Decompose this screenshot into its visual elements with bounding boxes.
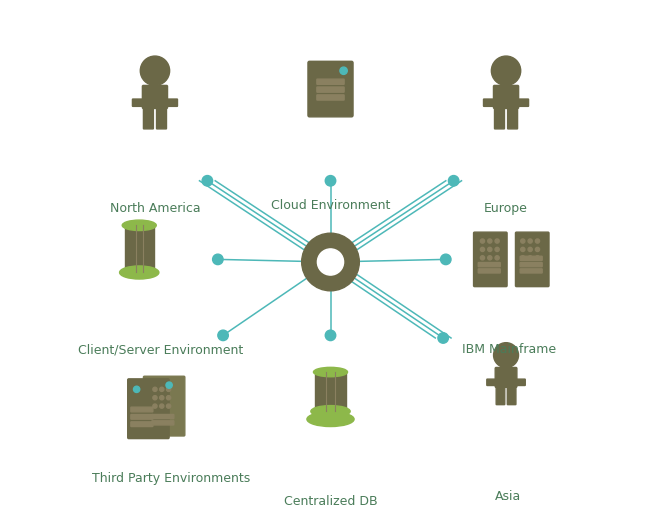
Circle shape xyxy=(535,247,539,252)
Circle shape xyxy=(134,386,139,392)
FancyBboxPatch shape xyxy=(483,99,495,106)
FancyBboxPatch shape xyxy=(495,367,517,387)
Circle shape xyxy=(140,56,170,85)
FancyBboxPatch shape xyxy=(517,99,529,106)
Circle shape xyxy=(528,239,532,243)
Text: IBM Mainframe: IBM Mainframe xyxy=(461,343,556,356)
Text: Client/Server Environment: Client/Server Environment xyxy=(77,343,243,356)
FancyBboxPatch shape xyxy=(132,99,144,106)
FancyBboxPatch shape xyxy=(125,225,154,272)
Circle shape xyxy=(301,233,360,291)
Circle shape xyxy=(448,176,459,186)
Circle shape xyxy=(495,247,499,252)
FancyBboxPatch shape xyxy=(308,61,353,117)
Circle shape xyxy=(491,56,521,85)
FancyBboxPatch shape xyxy=(520,263,542,267)
FancyBboxPatch shape xyxy=(142,85,167,108)
FancyBboxPatch shape xyxy=(479,269,500,273)
Circle shape xyxy=(340,67,347,74)
FancyBboxPatch shape xyxy=(317,95,344,100)
Ellipse shape xyxy=(311,406,350,417)
Circle shape xyxy=(494,343,518,368)
FancyBboxPatch shape xyxy=(166,99,178,106)
Text: Third Party Environments: Third Party Environments xyxy=(92,472,250,485)
Circle shape xyxy=(481,247,485,252)
Circle shape xyxy=(521,256,525,260)
FancyBboxPatch shape xyxy=(143,107,153,129)
Circle shape xyxy=(535,256,539,260)
Ellipse shape xyxy=(120,266,159,279)
FancyBboxPatch shape xyxy=(157,107,167,129)
Circle shape xyxy=(495,239,499,243)
FancyBboxPatch shape xyxy=(494,107,504,129)
Circle shape xyxy=(521,247,525,252)
Text: Cloud Environment: Cloud Environment xyxy=(271,199,390,212)
Circle shape xyxy=(440,254,451,265)
FancyBboxPatch shape xyxy=(516,232,549,287)
Ellipse shape xyxy=(122,220,156,231)
Text: Europe: Europe xyxy=(484,202,528,215)
Circle shape xyxy=(481,239,485,243)
FancyBboxPatch shape xyxy=(152,414,174,419)
FancyBboxPatch shape xyxy=(317,87,344,92)
Circle shape xyxy=(160,404,164,408)
Circle shape xyxy=(218,330,228,341)
FancyBboxPatch shape xyxy=(486,379,497,386)
Circle shape xyxy=(167,404,171,408)
Circle shape xyxy=(488,247,492,252)
FancyBboxPatch shape xyxy=(496,386,505,405)
Circle shape xyxy=(325,176,336,186)
FancyBboxPatch shape xyxy=(520,256,542,260)
Circle shape xyxy=(167,396,171,400)
FancyBboxPatch shape xyxy=(494,85,519,108)
Circle shape xyxy=(167,387,171,391)
FancyBboxPatch shape xyxy=(143,376,185,436)
Circle shape xyxy=(317,249,344,275)
Text: Centralized DB: Centralized DB xyxy=(284,495,377,508)
Circle shape xyxy=(166,382,173,388)
FancyBboxPatch shape xyxy=(131,414,153,419)
FancyBboxPatch shape xyxy=(128,379,169,439)
Circle shape xyxy=(488,239,492,243)
Ellipse shape xyxy=(307,412,354,427)
FancyBboxPatch shape xyxy=(479,263,500,267)
FancyBboxPatch shape xyxy=(507,386,516,405)
Circle shape xyxy=(325,330,336,341)
Circle shape xyxy=(535,239,539,243)
FancyBboxPatch shape xyxy=(131,407,153,412)
FancyBboxPatch shape xyxy=(516,379,525,386)
Circle shape xyxy=(213,254,223,265)
Text: North America: North America xyxy=(110,202,200,215)
FancyBboxPatch shape xyxy=(315,372,346,411)
Circle shape xyxy=(160,396,164,400)
FancyBboxPatch shape xyxy=(520,269,542,273)
Circle shape xyxy=(528,256,532,260)
Circle shape xyxy=(521,239,525,243)
Circle shape xyxy=(153,396,157,400)
Circle shape xyxy=(202,176,213,186)
Circle shape xyxy=(438,333,448,343)
Circle shape xyxy=(488,256,492,260)
Text: Asia: Asia xyxy=(494,490,521,503)
Circle shape xyxy=(481,256,485,260)
FancyBboxPatch shape xyxy=(508,107,518,129)
Circle shape xyxy=(528,247,532,252)
FancyBboxPatch shape xyxy=(152,421,174,425)
FancyBboxPatch shape xyxy=(131,422,153,427)
Circle shape xyxy=(153,387,157,391)
FancyBboxPatch shape xyxy=(473,232,507,287)
Circle shape xyxy=(160,387,164,391)
Ellipse shape xyxy=(313,367,348,377)
Circle shape xyxy=(153,404,157,408)
FancyBboxPatch shape xyxy=(317,79,344,84)
Circle shape xyxy=(495,256,499,260)
